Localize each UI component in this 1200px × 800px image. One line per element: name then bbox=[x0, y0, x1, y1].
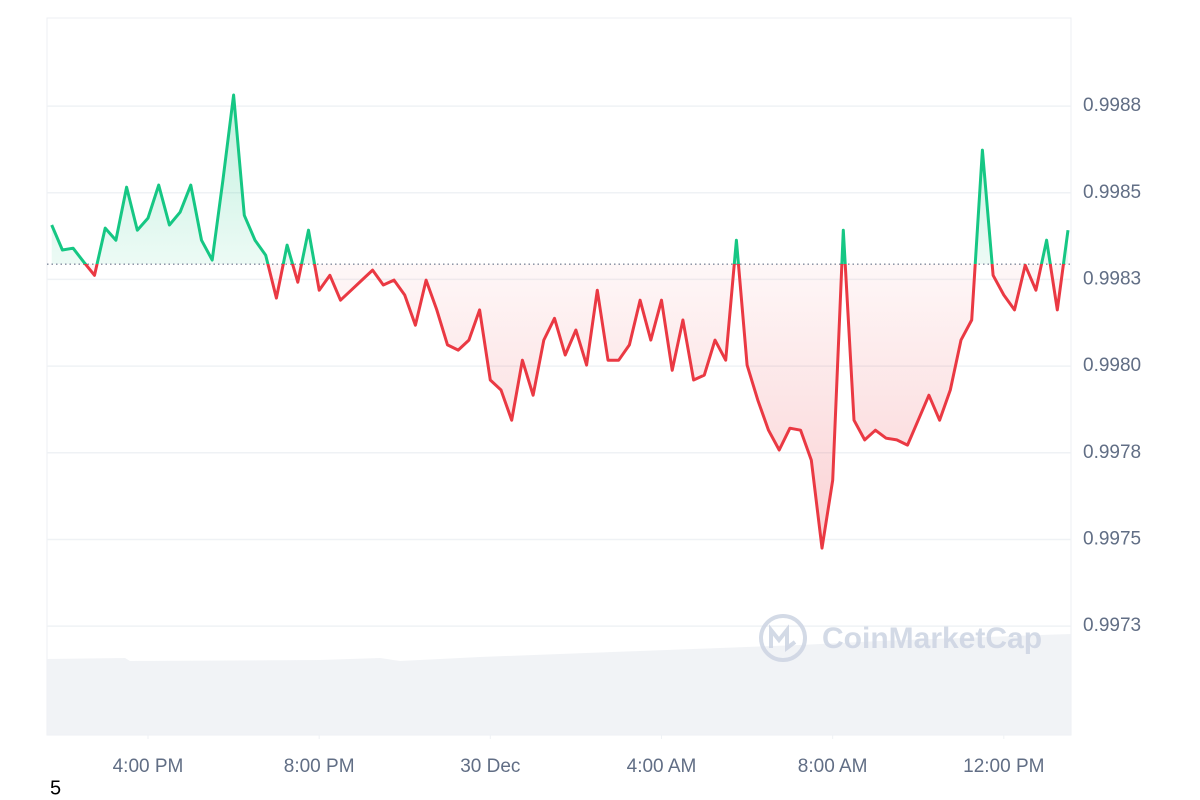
x-tick-label: 12:00 PM bbox=[963, 756, 1044, 777]
y-tick-label: 0.9983 bbox=[1083, 268, 1141, 289]
price-line bbox=[50, 93, 1070, 550]
price-area bbox=[51, 95, 1069, 549]
x-tick-label: 8:00 AM bbox=[798, 756, 868, 777]
x-tick-label: 30 Dec bbox=[460, 756, 520, 777]
plot bbox=[47, 93, 1071, 550]
watermark-logo bbox=[769, 624, 797, 652]
footnote: 5 bbox=[50, 777, 61, 799]
y-tick-label: 0.9975 bbox=[1083, 528, 1141, 549]
y-tick-label: 0.9985 bbox=[1083, 182, 1141, 203]
watermark-text: CoinMarketCap bbox=[822, 622, 1042, 655]
x-tick-label: 8:00 PM bbox=[284, 756, 355, 777]
volume-area bbox=[47, 634, 1071, 735]
y-tick-label: 0.9980 bbox=[1083, 355, 1141, 376]
x-tick-label: 4:00 AM bbox=[627, 756, 697, 777]
x-tick-label: 4:00 PM bbox=[113, 756, 184, 777]
y-tick-label: 0.9978 bbox=[1083, 442, 1141, 463]
y-tick-label: 0.9988 bbox=[1083, 95, 1141, 116]
watermark-logo bbox=[759, 614, 807, 662]
watermark: CoinMarketCap bbox=[759, 614, 1042, 662]
y-tick-label: 0.9973 bbox=[1083, 615, 1141, 636]
